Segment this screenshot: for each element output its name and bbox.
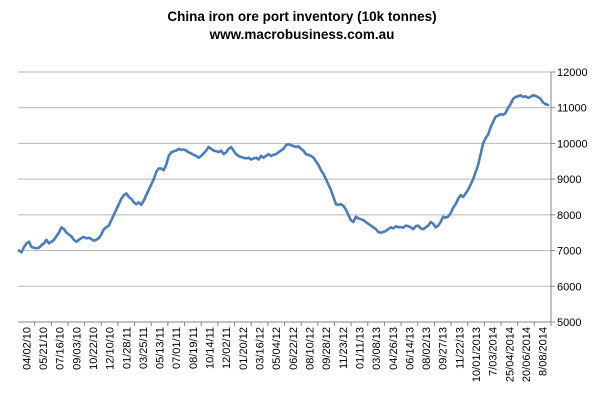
gridlines: [18, 71, 551, 287]
x-axis-tick-labels: 04/02/10 05/21/10 07/16/10 09/03/10 10/22/10…: [21, 327, 549, 382]
x-tick-label: 01/20/12: [238, 327, 250, 370]
y-tick-label: 8000: [557, 210, 581, 222]
x-tick-label: 10/01/2013: [471, 327, 483, 382]
y-tick-label: 11000: [557, 103, 587, 115]
x-tick-label: 01/11/13: [354, 327, 366, 369]
x-tick-label: 05/21/10: [38, 327, 50, 370]
x-tick-label: 09/27/13: [438, 327, 450, 370]
chart-subtitle: www.macrobusiness.com.au: [209, 27, 395, 42]
x-tick-label: 25/04/2014: [504, 327, 516, 382]
x-tick-label: 05/13/11: [155, 327, 167, 369]
y-axis-tick-labels: 5000 6000 7000 8000 9000 10000 11000 12000: [557, 67, 588, 329]
x-tick-label: 20/06/2014: [521, 327, 533, 382]
x-tick-label: 03/25/11: [138, 327, 150, 369]
x-tick-label: 10/22/10: [88, 327, 100, 370]
x-tick-label: 8/08/2014: [538, 327, 550, 376]
x-tick-label: 12/02/11: [221, 327, 233, 369]
x-tick-label: 08/02/13: [421, 327, 433, 370]
x-tick-label: 06/14/13: [404, 327, 416, 370]
x-tick-label: 12/10/10: [105, 327, 117, 370]
x-tick-label: 06/22/12: [288, 327, 300, 370]
x-tick-label: 09/03/10: [71, 327, 83, 370]
x-tick-label: 7/03/2014: [488, 327, 500, 376]
x-tick-label: 04/26/13: [388, 327, 400, 370]
x-tick-label: 07/01/11: [171, 327, 183, 369]
x-tick-label: 11/22/13: [454, 327, 466, 369]
chart-title: China iron ore port inventory (10k tonne…: [167, 9, 437, 24]
y-tick-label: 12000: [557, 67, 588, 79]
y-tick-label: 9000: [557, 174, 581, 186]
x-tick-label: 05/04/12: [271, 327, 283, 370]
x-tick-label: 08/19/11: [188, 327, 200, 369]
series-layer: [17, 93, 550, 254]
x-tick-label: 03/08/13: [371, 327, 383, 370]
x-tick-label: 08/10/12: [304, 327, 316, 370]
x-tick-label: 04/02/10: [21, 327, 33, 370]
x-tick-label: 01/28/11: [121, 327, 133, 369]
x-tick-label: 11/23/12: [338, 327, 350, 369]
x-tick-label: 07/16/10: [55, 327, 67, 370]
y-tick-label: 7000: [557, 246, 581, 258]
x-tick-label: 03/16/12: [255, 327, 267, 370]
x-tick-label: 09/28/12: [321, 327, 333, 370]
y-tick-label: 10000: [557, 138, 588, 150]
axes: [18, 71, 555, 326]
series-line: [17, 93, 550, 254]
y-tick-label: 5000: [557, 317, 581, 329]
y-tick-label: 6000: [557, 281, 581, 293]
x-tick-label: 10/14/11: [205, 327, 217, 369]
